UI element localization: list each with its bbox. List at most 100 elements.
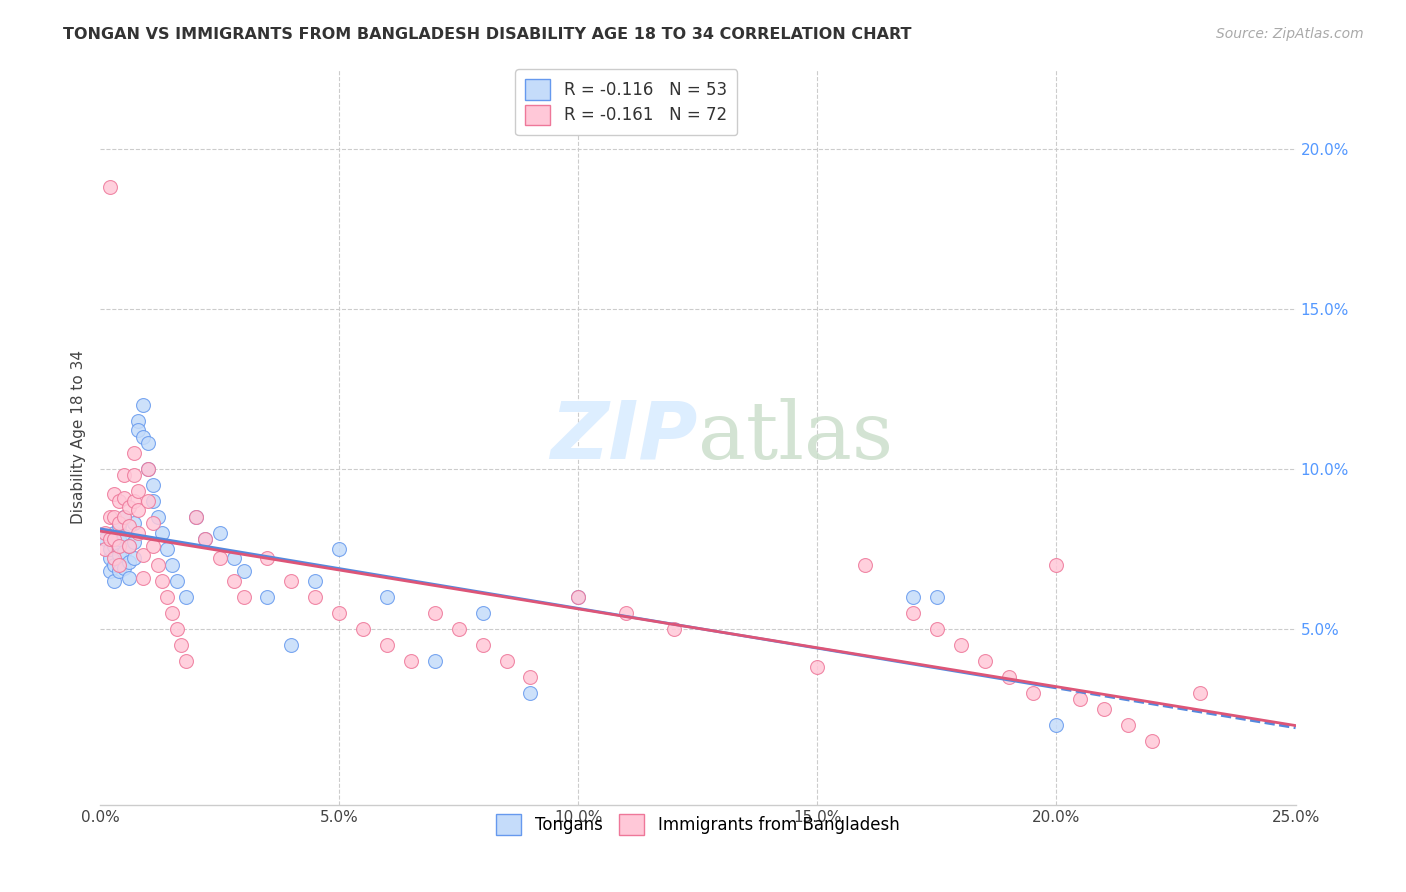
Point [127,414,149,428]
Point [132,548,155,562]
Point [194,533,217,547]
Point [399,654,422,668]
Point [103,533,125,547]
Point [471,638,494,652]
Point [901,606,924,620]
Point [232,590,254,604]
Point [567,590,589,604]
Point [495,654,517,668]
Point [142,477,165,491]
Point [166,574,188,588]
Point [98,564,121,578]
Point [112,545,135,559]
Point [127,484,149,499]
Point [122,535,145,549]
Point [98,533,121,547]
Point [108,539,131,553]
Point [160,558,183,572]
Point [127,525,149,540]
Point [471,606,494,620]
Point [103,574,125,588]
Point [103,525,125,540]
Point [901,590,924,604]
Point [136,493,159,508]
Point [122,516,145,531]
Point [375,638,398,652]
Point [103,487,125,501]
Point [232,564,254,578]
Point [170,638,193,652]
Point [118,571,141,585]
Point [614,606,637,620]
Point [925,622,948,636]
Point [375,590,398,604]
Point [925,590,948,604]
Point [174,590,197,604]
Point [280,574,302,588]
Point [184,509,207,524]
Point [997,670,1019,684]
Point [256,590,278,604]
Point [112,491,135,505]
Point [194,533,217,547]
Point [662,622,685,636]
Point [94,533,117,547]
Point [1092,702,1115,716]
Point [132,398,155,412]
Point [156,541,179,556]
Point [108,548,131,562]
Point [103,539,125,553]
Point [112,529,135,543]
Point [146,558,169,572]
Point [208,551,231,566]
Point [328,606,350,620]
Point [103,509,125,524]
Point [122,551,145,566]
Point [98,509,121,524]
Point [146,509,169,524]
Point [423,654,446,668]
Point [1116,718,1139,732]
Point [142,493,165,508]
Point [280,638,302,652]
Y-axis label: Disability Age 18 to 34: Disability Age 18 to 34 [72,350,86,524]
Point [136,462,159,476]
Point [949,638,972,652]
Point [208,525,231,540]
Point [122,493,145,508]
Point [222,551,245,566]
Point [118,555,141,569]
Point [108,533,131,547]
Text: TONGAN VS IMMIGRANTS FROM BANGLADESH DISABILITY AGE 18 TO 34 CORRELATION CHART: TONGAN VS IMMIGRANTS FROM BANGLADESH DIS… [63,27,911,42]
Point [150,574,173,588]
Point [127,423,149,437]
Point [160,606,183,620]
Point [166,622,188,636]
Point [94,541,117,556]
Point [423,606,446,620]
Point [567,590,589,604]
Point [108,564,131,578]
Point [174,654,197,668]
Point [519,686,541,700]
Point [136,462,159,476]
Point [108,516,131,531]
Point [304,574,326,588]
Point [1140,734,1163,748]
Point [519,670,541,684]
Text: atlas: atlas [697,398,893,475]
Point [132,571,155,585]
Point [853,558,876,572]
Text: Source: ZipAtlas.com: Source: ZipAtlas.com [1216,27,1364,41]
Point [1045,558,1067,572]
Point [122,468,145,483]
Point [447,622,470,636]
Point [806,660,828,674]
Point [973,654,995,668]
Point [142,516,165,531]
Point [142,539,165,553]
Point [118,500,141,515]
Point [127,503,149,517]
Point [118,539,141,553]
Point [112,561,135,575]
